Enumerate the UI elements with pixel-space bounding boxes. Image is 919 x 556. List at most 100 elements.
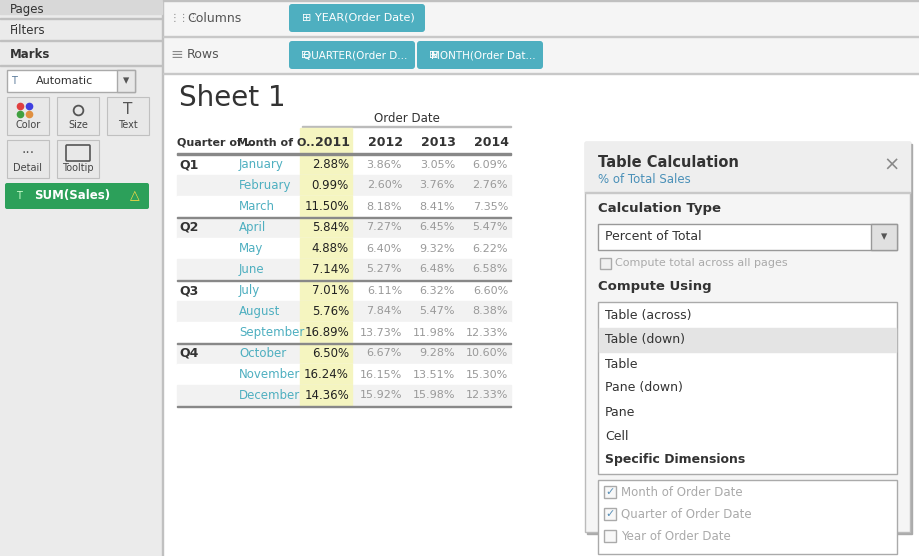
Bar [177, 259, 511, 280]
Text: 6.45%: 6.45% [420, 222, 455, 232]
Text: ▾: ▾ [881, 231, 887, 244]
Text: 2.60%: 2.60% [367, 181, 402, 191]
Text: 8.41%: 8.41% [419, 201, 455, 211]
Text: Compute total across all pages: Compute total across all pages [615, 259, 788, 269]
Text: Q1: Q1 [179, 158, 199, 171]
Bar [7, 70, 135, 92]
Text: ✓: ✓ [606, 509, 615, 519]
Text: Q2: Q2 [179, 221, 199, 234]
Text: 3.76%: 3.76% [420, 181, 455, 191]
Text: 8.38%: 8.38% [472, 306, 508, 316]
Bar [177, 217, 511, 238]
Text: 12.33%: 12.33% [466, 390, 508, 400]
Text: Detail: Detail [14, 163, 42, 173]
Text: Calculation Type: Calculation Type [598, 202, 721, 215]
Bar [177, 364, 511, 385]
Bar [163, 37, 919, 73]
Bar [163, 36, 919, 37]
Text: 2011: 2011 [315, 136, 350, 149]
Bar [117, 70, 135, 92]
Text: 15.92%: 15.92% [359, 390, 402, 400]
Bar [300, 280, 352, 301]
Bar [598, 224, 897, 250]
Bar [163, 0, 919, 36]
Text: 16.89%: 16.89% [304, 326, 349, 339]
Bar [0, 65, 162, 66]
Text: 16.24%: 16.24% [304, 368, 349, 381]
Bar [585, 142, 910, 532]
Text: Size: Size [68, 120, 88, 130]
Text: Rows: Rows [187, 48, 220, 62]
Bar [300, 343, 352, 364]
Text: June: June [239, 263, 265, 276]
Text: Table (down): Table (down) [605, 334, 685, 346]
Bar [177, 385, 511, 406]
Text: August: August [239, 305, 280, 318]
Bar [177, 175, 511, 196]
Text: 5.84%: 5.84% [312, 221, 349, 234]
FancyBboxPatch shape [5, 183, 149, 209]
Text: 5.76%: 5.76% [312, 305, 349, 318]
Text: May: May [239, 242, 264, 255]
Text: December: December [239, 389, 301, 402]
Text: ⋮⋮⋮: ⋮⋮⋮ [170, 13, 199, 23]
Text: Cell: Cell [605, 429, 629, 443]
Text: 0.99%: 0.99% [312, 179, 349, 192]
Text: Compute Using: Compute Using [598, 280, 711, 293]
Bar [604, 530, 616, 542]
Text: Sheet 1: Sheet 1 [179, 84, 286, 112]
Bar [177, 154, 511, 175]
Text: YEAR(Order Date): YEAR(Order Date) [315, 13, 414, 23]
Text: Year of Order Date: Year of Order Date [621, 529, 731, 543]
Text: 7.35%: 7.35% [472, 201, 508, 211]
Text: Table Calculation: Table Calculation [598, 155, 739, 170]
Bar [604, 486, 616, 498]
Text: T: T [123, 102, 132, 117]
Text: 6.67%: 6.67% [367, 349, 402, 359]
Text: Quarter of Order Date: Quarter of Order Date [621, 508, 752, 520]
Bar [0, 0, 162, 14]
Text: 3.05%: 3.05% [420, 160, 455, 170]
Text: 3.86%: 3.86% [367, 160, 402, 170]
Text: Specific Dimensions: Specific Dimensions [605, 454, 745, 466]
Bar [300, 259, 352, 280]
Text: 13.73%: 13.73% [359, 327, 402, 337]
Bar [300, 301, 352, 322]
Bar [300, 364, 352, 385]
Bar [163, 73, 919, 74]
Text: Quarter of ..: Quarter of .. [177, 137, 255, 147]
Text: Percent of Total: Percent of Total [605, 231, 701, 244]
Text: 5.47%: 5.47% [472, 222, 508, 232]
Text: ···: ··· [21, 146, 35, 160]
Text: Marks: Marks [10, 48, 51, 62]
Text: △: △ [130, 190, 140, 202]
Text: 8.18%: 8.18% [367, 201, 402, 211]
Text: Pane: Pane [605, 405, 635, 419]
Bar [300, 128, 352, 154]
Bar [7, 140, 49, 178]
Text: 6.60%: 6.60% [472, 285, 508, 295]
Bar [300, 238, 352, 259]
Bar [599, 328, 896, 352]
Text: ⊞: ⊞ [302, 13, 312, 23]
Text: MONTH(Order Dat...: MONTH(Order Dat... [431, 50, 535, 60]
Bar [300, 217, 352, 238]
Text: 6.40%: 6.40% [367, 244, 402, 254]
Text: 9.32%: 9.32% [419, 244, 455, 254]
Text: October: October [239, 347, 286, 360]
Text: ≡: ≡ [170, 47, 183, 62]
Text: Pages: Pages [10, 3, 45, 17]
Bar [0, 18, 162, 19]
Bar [300, 385, 352, 406]
Text: 7.84%: 7.84% [367, 306, 402, 316]
Text: QUARTER(Order D...: QUARTER(Order D... [303, 50, 407, 60]
Text: SUM(Sales): SUM(Sales) [34, 190, 110, 202]
Text: 4.88%: 4.88% [312, 242, 349, 255]
Text: Columns: Columns [187, 12, 242, 24]
Bar [57, 97, 99, 135]
Text: Month of O..: Month of O.. [237, 137, 314, 147]
Text: 10.60%: 10.60% [466, 349, 508, 359]
Bar [600, 258, 611, 269]
Text: Color: Color [16, 120, 40, 130]
Text: 2012: 2012 [368, 136, 403, 149]
